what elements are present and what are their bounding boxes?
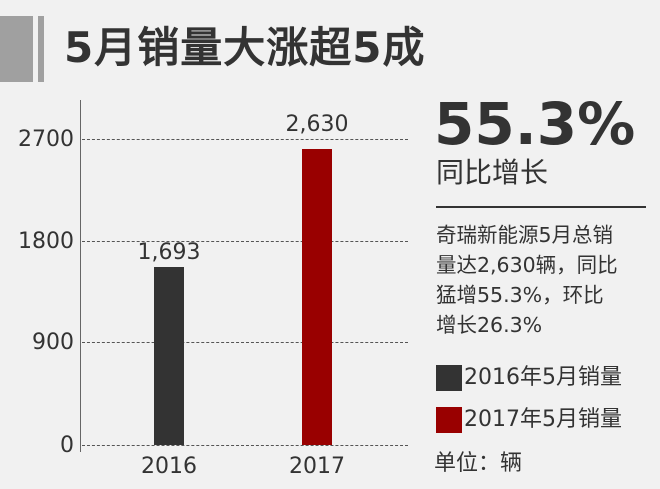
gridline-2700 — [82, 139, 408, 140]
y-tick-label: 1800 — [18, 229, 74, 254]
legend-item-2016: 2016年5月销量 — [436, 364, 622, 392]
title-accent-bar — [38, 16, 44, 82]
divider — [436, 206, 646, 208]
legend-swatch-icon — [436, 365, 462, 391]
y-tick-label: 0 — [60, 433, 74, 458]
bar-value-label: 2,630 — [285, 112, 349, 137]
description-line: 猛增55.3%，环比 — [436, 283, 604, 307]
legend-swatch-icon — [436, 407, 462, 433]
x-tick-label: 2016 — [141, 454, 197, 479]
gridline-1800 — [82, 241, 408, 242]
bar-2017 — [302, 149, 332, 445]
y-tick-label: 900 — [32, 330, 74, 355]
legend-label: 2017年5月销量 — [464, 407, 622, 432]
y-axis — [80, 100, 81, 452]
x-tick-label: 2017 — [289, 454, 345, 479]
description-line: 增长26.3% — [436, 313, 543, 337]
description: 奇瑞新能源5月总销 量达2,630辆，同比 猛增55.3%，环比 增长26.3% — [436, 220, 660, 340]
legend-label: 2016年5月销量 — [464, 365, 622, 390]
y-tick-label: 2700 — [18, 127, 74, 152]
headline-label: 同比增长 — [436, 156, 549, 189]
headline-value: 55.3% — [434, 90, 636, 158]
unit-label: 单位：辆 — [434, 451, 523, 476]
bar-2016 — [154, 267, 184, 445]
legend-item-2017: 2017年5月销量 — [436, 406, 622, 434]
chart-title: 5月销量大涨超5成 — [64, 23, 426, 72]
gridline-900 — [82, 342, 408, 343]
description-line: 量达2,630辆，同比 — [436, 253, 618, 277]
bar-value-label: 1,693 — [137, 240, 201, 265]
title-accent-block — [0, 16, 33, 82]
gridline-0 — [82, 445, 408, 446]
description-line: 奇瑞新能源5月总销 — [436, 223, 614, 247]
